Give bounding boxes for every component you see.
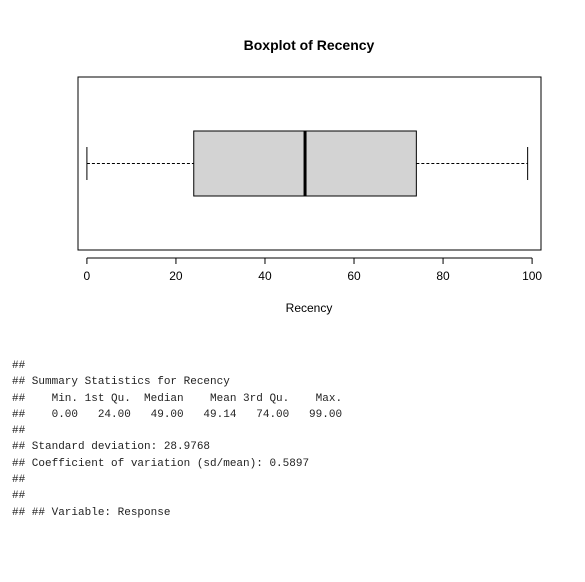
- console-line: ##: [12, 490, 26, 503]
- console-line: ## ## Variable: Response: [12, 506, 171, 519]
- x-tick-label: 40: [258, 269, 272, 283]
- plot-frame: [77, 76, 542, 251]
- console-line: ## Standard deviation: 28.9768: [12, 441, 211, 454]
- console-line: ## 0.00 24.00 49.00 49.14 74.00 99.00: [12, 408, 343, 421]
- x-tick-label: 0: [84, 269, 91, 283]
- console-line: ## Summary Statistics for Recency: [12, 376, 230, 389]
- console-line: ##: [12, 474, 26, 487]
- console-line: ## Coefficient of variation (sd/mean): 0…: [12, 457, 310, 470]
- console-line: ##: [12, 425, 26, 438]
- console-line: ## Min. 1st Qu. Median Mean 3rd Qu. Max.: [12, 392, 343, 405]
- x-axis-label: Recency: [286, 301, 333, 315]
- console-line: ##: [12, 360, 26, 372]
- chart-title: Boxplot of Recency: [244, 37, 375, 53]
- x-tick-label: 80: [436, 269, 450, 283]
- boxplot-chart: Boxplot of Recency 0 20 40 60 80 100 Recency: [77, 37, 542, 315]
- x-axis-ticks: 0 20 40 60 80 100: [84, 258, 542, 283]
- x-tick-label: 100: [522, 269, 542, 283]
- console-output: ## ## Summary Statistics for Recency ## Mi…: [12, 358, 342, 521]
- x-tick-label: 20: [169, 269, 183, 283]
- x-tick-label: 60: [347, 269, 361, 283]
